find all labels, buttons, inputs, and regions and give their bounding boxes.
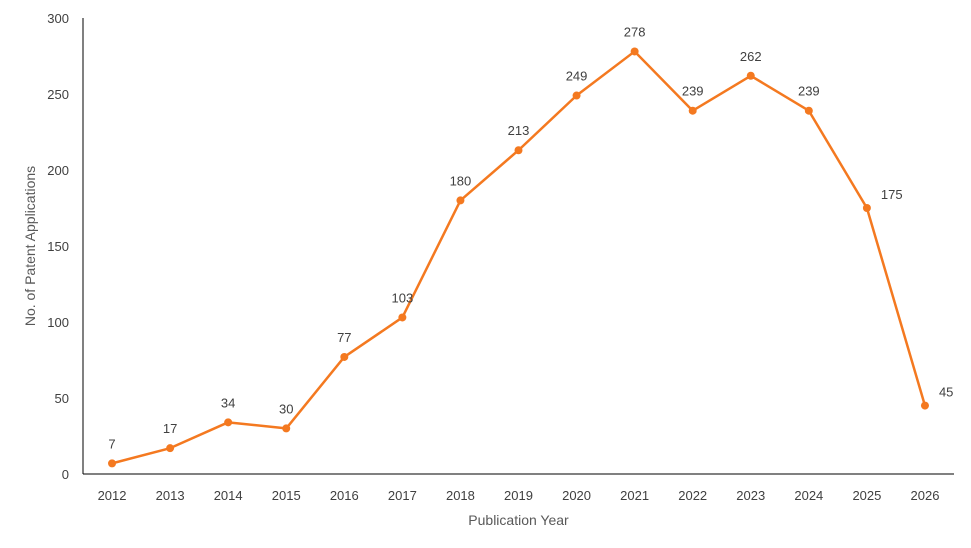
data-label: 180 [450,173,472,188]
x-tick-labels: 2012 2013 2014 2015 2016 2017 2018 2019 2020 2021… [98,488,940,503]
x-tick-label: 2013 [156,488,185,503]
data-label: 103 [392,290,414,305]
data-label: 175 [881,187,903,202]
data-point [282,424,291,433]
x-tick-label: 2023 [736,488,765,503]
x-tick-label: 2012 [98,488,127,503]
data-labels: 7 17 34 30 77 103 180 213 249 278 239 262 239 175 45 [108,24,953,451]
y-tick-label: 150 [47,239,69,254]
data-label: 278 [624,24,646,39]
data-point [456,196,465,205]
data-label: 45 [939,385,953,400]
x-tick-label: 2014 [214,488,243,503]
y-tick-label: 0 [62,467,69,482]
data-point [340,352,349,361]
data-point [166,444,175,453]
x-tick-label: 2019 [504,488,533,503]
x-tick-label: 2021 [620,488,649,503]
y-axis-title: No. of Patent Applications [22,166,38,326]
data-label: 239 [682,84,704,99]
series-layer [108,47,929,468]
data-label: 30 [279,401,293,416]
data-point [224,418,233,427]
y-tick-label: 50 [55,391,69,406]
data-label: 34 [221,395,235,410]
data-label: 77 [337,330,351,345]
data-point [108,459,117,468]
data-point [746,71,755,80]
y-tick-labels: 0 50 100 150 200 250 300 [47,11,69,482]
x-tick-label: 2018 [446,488,475,503]
data-label: 213 [508,123,530,138]
x-tick-label: 2025 [852,488,881,503]
axes [82,18,954,475]
data-label: 262 [740,49,762,64]
data-label: 7 [108,436,115,451]
x-tick-label: 2016 [330,488,359,503]
x-tick-label: 2020 [562,488,591,503]
data-point [804,106,813,115]
x-tick-label: 2015 [272,488,301,503]
x-tick-label: 2026 [911,488,940,503]
data-label: 17 [163,421,177,436]
data-point [572,91,581,100]
data-label: 239 [798,84,820,99]
y-tick-label: 100 [47,315,69,330]
x-tick-label: 2022 [678,488,707,503]
data-point [514,146,523,155]
data-point [398,313,407,322]
data-point [920,401,929,410]
x-axis-title: Publication Year [468,512,569,528]
x-tick-label: 2024 [794,488,823,503]
data-point [688,106,697,115]
y-tick-label: 200 [47,163,69,178]
data-label: 249 [566,69,588,84]
y-tick-label: 300 [47,11,69,26]
data-point [630,47,639,56]
x-tick-label: 2017 [388,488,417,503]
data-point [862,204,871,212]
y-tick-label: 250 [47,87,69,102]
